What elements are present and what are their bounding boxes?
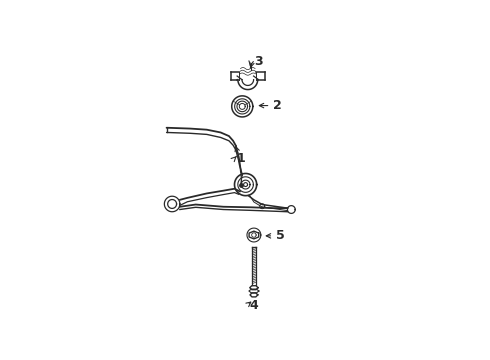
Text: 5: 5 xyxy=(276,229,285,242)
Text: 1: 1 xyxy=(237,152,246,165)
Text: 3: 3 xyxy=(254,55,262,68)
Text: 2: 2 xyxy=(273,99,282,112)
Text: 4: 4 xyxy=(249,299,258,312)
